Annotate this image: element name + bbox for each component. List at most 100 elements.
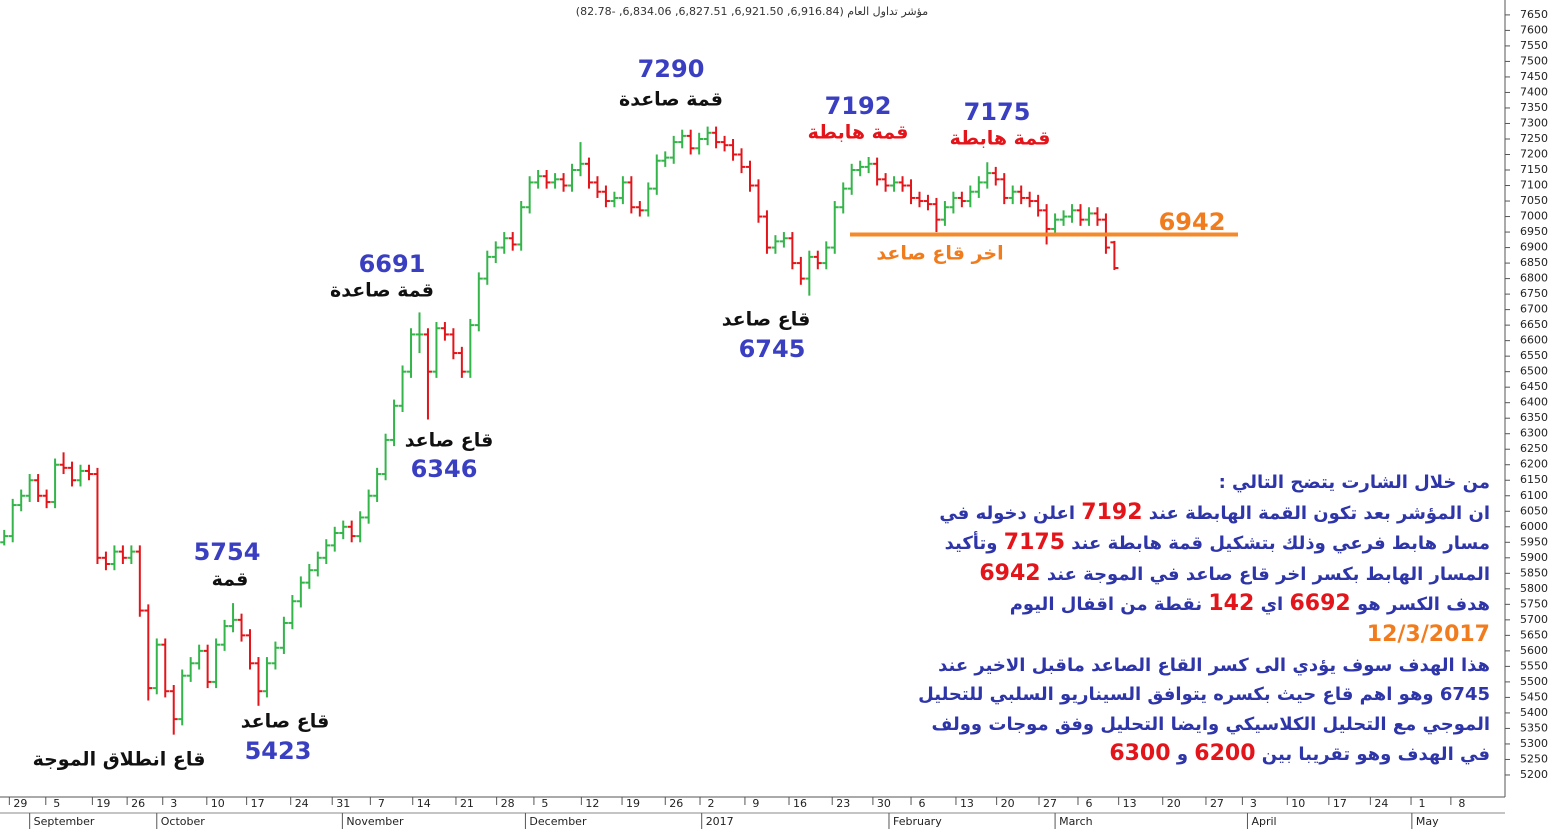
ohlc-bar	[601, 185, 610, 208]
x-tick-label: 19	[626, 797, 640, 810]
ohlc-bar	[169, 685, 178, 735]
y-tick-label: 6350	[1520, 411, 1548, 424]
y-tick-label: 7550	[1520, 39, 1548, 52]
ohlc-bar	[1084, 207, 1093, 226]
x-tick-label: 3	[170, 797, 177, 810]
y-tick-label: 7100	[1520, 179, 1548, 192]
ohlc-bar	[695, 132, 704, 155]
ohlc-bar	[737, 148, 746, 174]
y-tick-label: 7150	[1520, 163, 1548, 176]
y-tick-label: 6950	[1520, 225, 1548, 238]
ohlc-bar	[398, 365, 407, 412]
y-tick-label: 5650	[1520, 628, 1548, 641]
annotation-label: قمة هابطة	[950, 128, 1051, 150]
ohlc-bar	[627, 176, 636, 214]
commentary-text: من خلال الشارت يتضح التالي :	[1218, 472, 1490, 493]
annotation-label: قمة	[212, 569, 249, 591]
month-label: May	[1416, 815, 1439, 828]
commentary-text: هدف الكسر هو	[1350, 594, 1490, 616]
commentary-text: المسار الهابط بكسر اخر قاع صاعد في الموج…	[1040, 563, 1490, 585]
x-tick-label: 17	[251, 797, 265, 810]
y-tick-label: 5500	[1520, 675, 1548, 688]
ohlc-bar	[796, 256, 805, 285]
ohlc-bar	[279, 616, 288, 654]
ohlc-bar	[262, 657, 271, 698]
ohlc-bar	[51, 458, 60, 509]
ohlc-bar	[1093, 207, 1102, 226]
ohlc-bar	[949, 191, 958, 214]
ohlc-bar	[195, 644, 204, 670]
ohlc-bar	[966, 185, 975, 208]
y-tick-label: 7050	[1520, 194, 1548, 207]
commentary-line: ان المؤشر بعد تكون القمة الهابطة عند 719…	[918, 498, 1490, 529]
ohlc-bar	[356, 511, 365, 543]
annotation-number: 7175	[964, 98, 1031, 126]
ohlc-bar	[712, 126, 721, 149]
ohlc-bar	[1034, 194, 1043, 217]
ohlc-bar	[991, 166, 1000, 186]
ohlc-bar	[203, 644, 212, 689]
ohlc-bar	[813, 250, 822, 270]
ohlc-bar	[84, 464, 93, 481]
ohlc-bar	[212, 638, 221, 689]
ohlc-bar	[440, 322, 449, 341]
ohlc-bar	[974, 176, 983, 198]
ohlc-bar	[1076, 204, 1085, 226]
ohlc-bar	[890, 176, 899, 192]
annotation-number: 5423	[245, 737, 312, 765]
month-label: February	[893, 815, 942, 828]
ohlc-bar	[923, 194, 932, 211]
x-tick-label: 5	[541, 797, 548, 810]
y-tick-label: 6800	[1520, 272, 1548, 285]
ohlc-bar	[635, 201, 644, 217]
annotation-label: قاع صاعد	[722, 309, 811, 331]
annotation-label: قاع صاعد	[241, 711, 330, 733]
ohlc-bar	[466, 318, 475, 378]
y-tick-label: 6450	[1520, 380, 1548, 393]
y-tick-label: 6250	[1520, 442, 1548, 455]
ohlc-bar	[1042, 204, 1051, 245]
commentary-text: 6745	[1439, 684, 1490, 706]
commentary-text: هذا الهدف سوف يؤدي الى كسر القاع الصاعد …	[938, 654, 1490, 676]
y-tick-label: 5400	[1520, 706, 1548, 719]
annotation-number: 6691	[359, 250, 426, 278]
y-tick-label: 6500	[1520, 365, 1548, 378]
commentary: من خلال الشارت يتضح التالي : ان المؤشر بع…	[918, 468, 1490, 770]
y-tick-label: 5450	[1520, 690, 1548, 703]
commentary-text: وهو اهم قاع حيث بكسره يتوافق السيناريو ا…	[918, 684, 1440, 706]
ohlc-bar	[322, 539, 331, 565]
ohlc-bar	[152, 638, 161, 695]
y-tick-label: 5250	[1520, 752, 1548, 765]
ohlc-bar	[491, 241, 500, 264]
month-label: March	[1059, 815, 1093, 828]
ohlc-bar	[34, 474, 43, 502]
ohlc-bar	[500, 232, 509, 254]
commentary-text: اي	[1254, 594, 1290, 616]
x-tick-label: 16	[793, 797, 807, 810]
x-tick-label: 13	[1123, 797, 1137, 810]
ohlc-bar	[568, 163, 577, 192]
annotation-number: 6942	[1159, 208, 1226, 236]
y-tick-label: 6600	[1520, 334, 1548, 347]
ohlc-bar	[246, 629, 254, 670]
ohlc-bar	[779, 232, 788, 248]
ohlc-bar	[381, 433, 390, 481]
commentary-line: المسار الهابط بكسر اخر قاع صاعد في الموج…	[918, 559, 1490, 590]
ohlc-bar	[559, 173, 568, 192]
x-tick-label: 23	[836, 797, 850, 810]
annotation-label: اخر قاع صاعد	[876, 243, 1003, 265]
y-tick-label: 6150	[1520, 473, 1548, 486]
commentary-line: هذا الهدف سوف يؤدي الى كسر القاع الصاعد …	[918, 651, 1490, 681]
y-tick-label: 7500	[1520, 54, 1548, 67]
ohlc-bar	[1000, 173, 1009, 205]
ohlc-bar	[432, 322, 441, 378]
y-tick-label: 5700	[1520, 613, 1548, 626]
ohlc-bar	[940, 201, 949, 226]
commentary-text: ان المؤشر بعد تكون القمة الهابطة عند	[1142, 502, 1490, 524]
x-tick-label: 6	[1085, 797, 1092, 810]
x-tick-label: 10	[211, 797, 225, 810]
ohlc-bar	[68, 461, 77, 487]
ohlc-bar	[423, 328, 432, 420]
